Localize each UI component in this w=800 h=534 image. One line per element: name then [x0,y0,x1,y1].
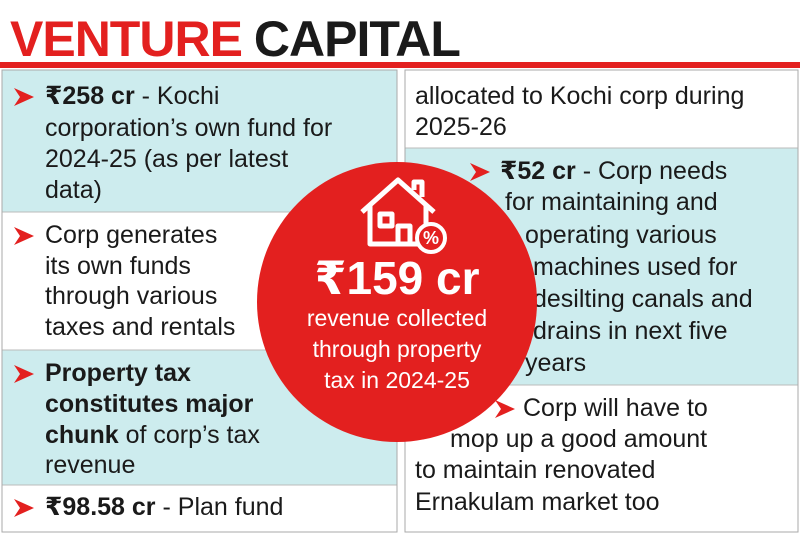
bold-text: chunk [45,421,119,449]
item-text: corporation’s own fund for [45,114,332,142]
item-line: constitutes major [45,390,254,418]
item-text: - Plan fund [156,493,284,521]
item-text: allocated to Kochi corp during [415,82,744,110]
item-line: Property tax [45,359,191,387]
bullet-arrow [495,400,515,418]
badge-line: revenue collected [307,305,487,331]
item-text: 2024-25 (as per latest [45,145,288,173]
item-text: drains in next five [533,317,728,345]
text-layer: ₹258 cr - Kochi corporation’s own fund fo… [14,82,753,521]
item-text: - Corp needs [576,157,727,185]
title: VENTURE CAPITAL [10,11,460,67]
item-text: data) [45,176,102,204]
item-line: allocated to Kochi corp during [415,82,744,110]
bold-text: ₹98.58 cr [45,493,156,521]
percent-glyph: % [423,228,439,248]
item-text: 2025-26 [415,113,507,141]
title-rule [0,62,800,68]
bold-text: constitutes major [45,390,254,418]
item-line: corporation’s own fund for [45,114,332,142]
bullet-arrow [14,365,34,383]
badge-line: through property [313,336,482,362]
badge-line: tax in 2024-25 [324,367,470,393]
item-line: mop up a good amount [450,425,707,453]
item-line: desilting canals and [533,285,753,313]
item-text: operating various [525,221,717,249]
item-line: taxes and rentals [45,313,235,341]
item-text: of corp’s tax [119,421,261,449]
percent-icon [415,222,447,254]
item-text: mop up a good amount [450,425,707,453]
item-line: years [525,349,586,377]
bold-text: ₹52 cr [500,157,576,185]
bullet-arrow [14,499,34,517]
item-text: years [525,349,586,377]
item-line: to maintain renovated [415,456,655,484]
item-line: ₹52 cr - Corp needs [500,157,727,185]
item-text: Ernakulam market too [415,488,660,516]
item-text: Corp will have to [523,394,708,422]
item-text: Corp generates [45,221,217,249]
bullet-arrow [14,88,34,106]
item-text: for maintaining and [505,188,718,216]
bullet-arrow [470,163,490,181]
item-line: drains in next five [533,317,728,345]
bold-text: Property tax [45,359,191,387]
item-line: its own funds [45,252,191,280]
bullet-arrow [14,227,34,245]
item-line: machines used for [533,253,737,281]
item-line: operating various [525,221,717,249]
title-red: VENTURE [10,11,242,67]
item-line: through various [45,282,217,310]
item-text: desilting canals and [533,285,753,313]
item-line: 2024-25 (as per latest [45,145,288,173]
item-text: its own funds [45,252,191,280]
item-line: ₹98.58 cr - Plan fund [45,493,283,521]
title-black: CAPITAL [254,11,460,67]
item-line: 2025-26 [415,113,507,141]
item-text: machines used for [533,253,737,281]
item-line: ₹258 cr - Kochi [45,82,219,110]
badge-circle [257,162,537,442]
badge-amount: ₹159 cr [314,252,479,304]
item-text: - Kochi [135,82,220,110]
item-text: through various [45,282,217,310]
item-line: chunk of corp’s tax [45,421,260,449]
bold-text: ₹258 cr [45,82,135,110]
item-line: Corp will have to [523,394,708,422]
item-text: taxes and rentals [45,313,235,341]
item-text: revenue [45,451,135,479]
item-line: Corp generates [45,221,217,249]
item-line: revenue [45,451,135,479]
item-line: data) [45,176,102,204]
item-text: to maintain renovated [415,456,655,484]
item-line: Ernakulam market too [415,488,660,516]
item-line: for maintaining and [505,188,718,216]
